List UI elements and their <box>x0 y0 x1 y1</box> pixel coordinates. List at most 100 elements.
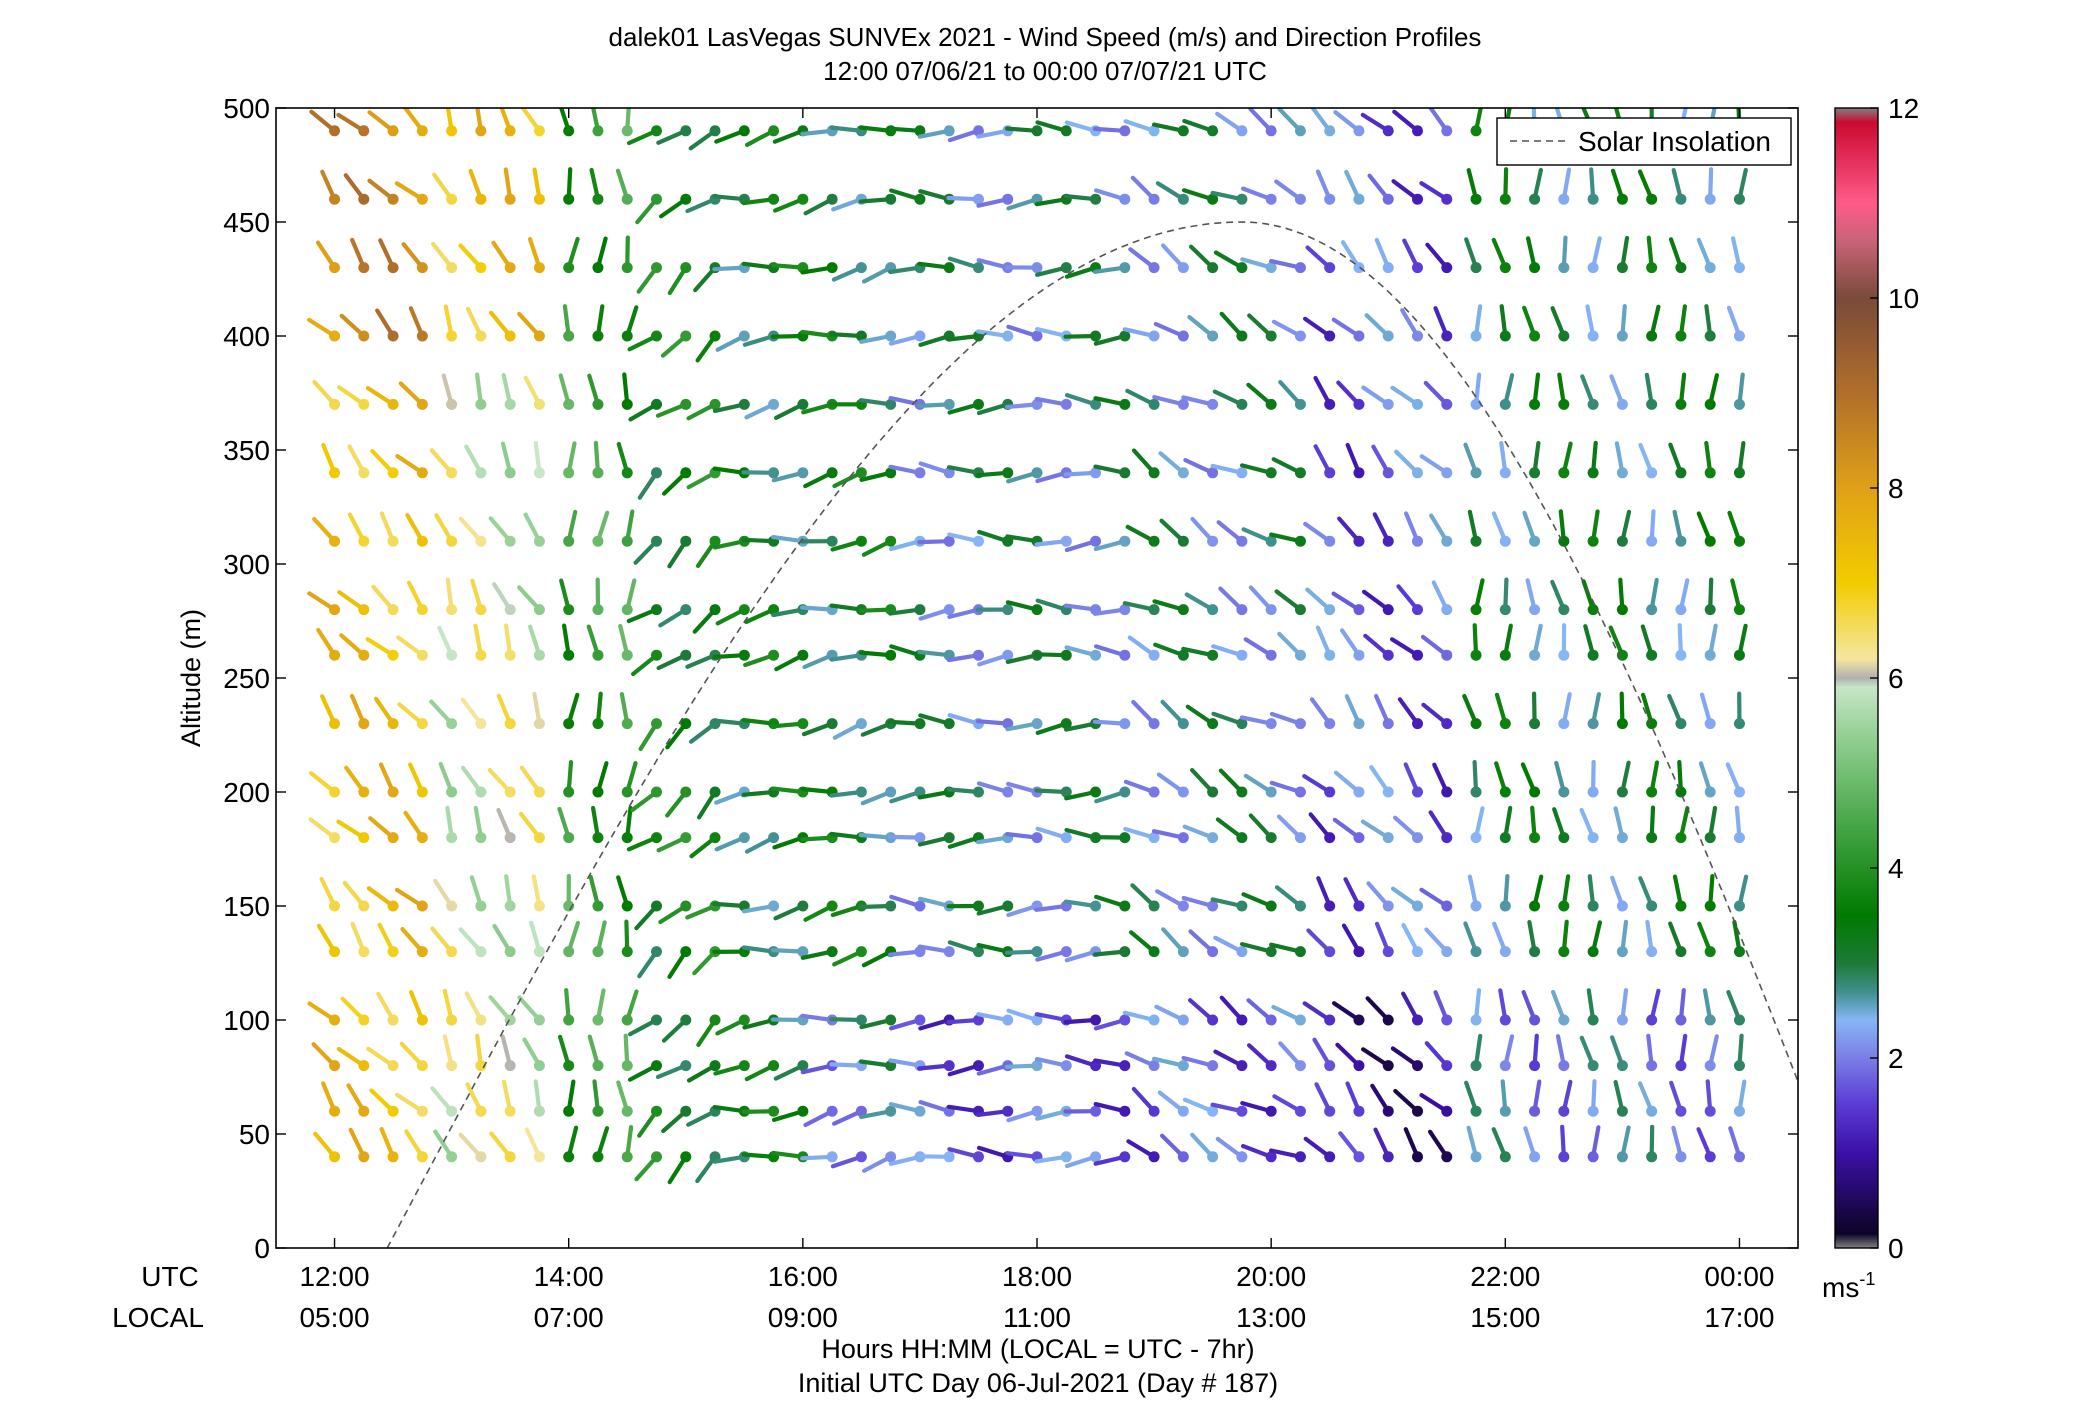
wind-barb <box>860 786 897 806</box>
wind-barb-dot <box>1119 1151 1131 1163</box>
wind-barb <box>1558 919 1570 958</box>
wind-barb <box>396 635 428 661</box>
wind-barb <box>976 781 1014 798</box>
wind-barb-dot <box>1148 125 1160 137</box>
wind-barb-dot <box>358 467 370 479</box>
wind-barb <box>430 926 458 958</box>
wind-barb <box>1699 692 1716 730</box>
wind-barb <box>656 125 692 145</box>
wind-barb-dot <box>1090 786 1102 798</box>
wind-barb-dot <box>1002 1014 1014 1026</box>
wind-barb <box>563 692 580 730</box>
wind-barb <box>1215 111 1248 137</box>
wind-barb <box>1240 257 1277 274</box>
wind-barb <box>1315 625 1336 661</box>
wind-barb <box>1397 697 1423 730</box>
wind-barb <box>592 236 608 274</box>
wind-barb-dot <box>504 718 516 730</box>
wind-barb-dot <box>533 535 545 547</box>
wind-barb-dot <box>826 900 838 912</box>
wind-barb-dot <box>943 1060 955 1072</box>
wind-barb-dot <box>387 398 399 410</box>
wind-barb <box>1035 826 1072 844</box>
wind-barb <box>1343 877 1365 912</box>
wind-barb-dot <box>329 900 341 912</box>
wind-barb-dot <box>358 649 370 661</box>
wind-barb-dot <box>1324 786 1336 798</box>
wind-barb-dot <box>1529 193 1541 205</box>
wind-barb-dot <box>943 946 955 958</box>
wind-barb-dot <box>1616 398 1628 410</box>
wind-barb <box>1131 699 1160 730</box>
wind-barb <box>1131 448 1160 479</box>
wind-barb-dot <box>914 718 926 730</box>
wind-barb-dot <box>797 718 809 730</box>
wind-barb-dot <box>651 262 662 274</box>
wind-barb <box>1733 1079 1747 1117</box>
wind-barb <box>1499 873 1511 912</box>
wind-barb <box>1064 535 1102 553</box>
wind-barb <box>342 880 370 912</box>
wind-barb <box>308 817 341 844</box>
wind-barb <box>621 235 633 274</box>
wind-barb-dot <box>1587 330 1599 342</box>
wind-barb-dot <box>1558 900 1570 912</box>
wind-barb <box>1243 773 1277 798</box>
wind-barb <box>1247 313 1277 342</box>
wind-barb <box>1093 1151 1131 1166</box>
wind-barb <box>1314 1082 1336 1117</box>
wind-barb-dot <box>651 900 662 912</box>
wind-barb <box>1616 760 1631 798</box>
wind-barb <box>686 398 721 421</box>
wind-barb <box>1035 598 1072 616</box>
wind-barb <box>1369 765 1394 798</box>
wind-barb-dot <box>1616 786 1628 798</box>
wind-barb-dot <box>680 649 692 661</box>
wind-barb <box>621 305 639 342</box>
wind-barb <box>1704 373 1720 410</box>
wind-barb-dot <box>563 1060 575 1072</box>
x-tick-label-utc: 12:00 <box>299 1261 369 1292</box>
wind-barb-dot <box>1324 125 1336 137</box>
wind-barb-dot <box>1236 193 1248 205</box>
wind-barb-dot <box>592 467 604 479</box>
wind-barb-dot <box>1031 1060 1043 1072</box>
wind-barb-dot <box>1470 398 1482 410</box>
wind-barb-dot <box>797 1060 809 1072</box>
wind-barb-dot <box>1499 535 1511 547</box>
wind-barb <box>1313 444 1336 479</box>
wind-barb-dot <box>1294 718 1306 730</box>
wind-barb-dot <box>1646 398 1658 410</box>
wind-barb <box>1181 1055 1219 1072</box>
wind-barb <box>917 1151 955 1163</box>
wind-barb <box>946 900 984 912</box>
wind-barb-dot <box>1119 786 1131 798</box>
wind-barb-dot <box>1412 832 1423 844</box>
wind-barb <box>1499 373 1515 410</box>
wind-barb <box>1610 875 1628 912</box>
wind-barb-dot <box>651 193 662 205</box>
wind-barb <box>1006 324 1043 342</box>
wind-barb-dot <box>1675 1014 1687 1026</box>
wind-barb <box>803 467 838 489</box>
colorbar-unit: ms <box>1822 1272 1859 1303</box>
wind-barb <box>1151 122 1189 137</box>
wind-barb <box>1239 941 1277 958</box>
wind-barb <box>559 108 575 137</box>
wind-barb-dot <box>943 398 955 410</box>
wind-barb <box>343 173 370 205</box>
wind-barb <box>592 304 605 342</box>
wind-barb <box>473 805 487 844</box>
wind-barb-dot <box>1529 398 1541 410</box>
wind-barb <box>665 786 692 818</box>
wind-barb-dot <box>1529 1105 1541 1117</box>
wind-barb <box>563 759 575 798</box>
wind-barb <box>1429 513 1453 547</box>
wind-barb <box>714 125 750 144</box>
wind-barb <box>339 633 370 661</box>
wind-barb <box>1610 168 1628 205</box>
wind-barb <box>712 649 750 661</box>
wind-barb <box>1159 1133 1189 1163</box>
wind-barb <box>858 193 897 205</box>
